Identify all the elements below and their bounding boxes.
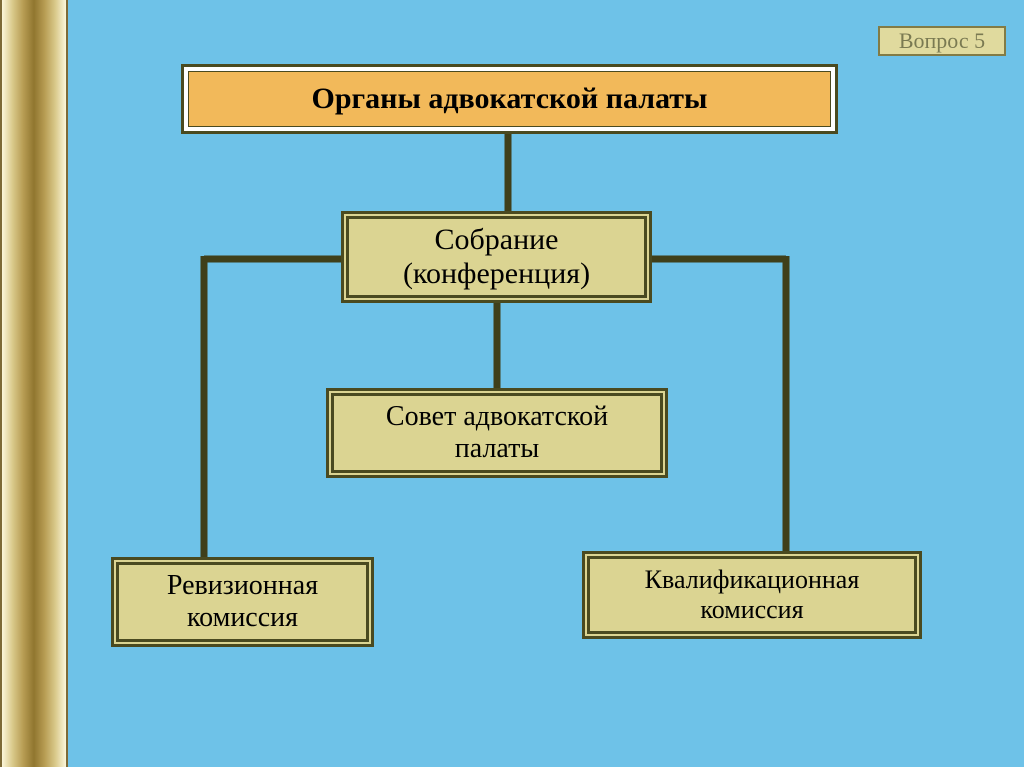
diagram-stage: Вопрос 5 Органы адвокатской палаты Собра…: [0, 0, 1024, 767]
node-assembly-label: Собрание (конференция): [359, 223, 634, 292]
node-council: Совет адвокатской палаты: [326, 388, 668, 478]
node-qualification-label: Квалификационная комиссия: [600, 565, 904, 625]
node-revision: Ревизионная комиссия: [111, 557, 374, 647]
node-council-label: Совет адвокатской палаты: [344, 401, 650, 465]
node-title-inner: Органы адвокатской палаты: [188, 71, 831, 127]
node-title: Органы адвокатской палаты: [181, 64, 838, 134]
node-assembly: Собрание (конференция): [341, 211, 652, 303]
decorative-column: [0, 0, 68, 767]
node-title-label: Органы адвокатской палаты: [312, 82, 708, 117]
question-badge-label: Вопрос 5: [899, 28, 985, 54]
node-revision-label: Ревизионная комиссия: [129, 570, 356, 634]
node-qualification: Квалификационная комиссия: [582, 551, 922, 639]
question-badge: Вопрос 5: [878, 26, 1006, 56]
